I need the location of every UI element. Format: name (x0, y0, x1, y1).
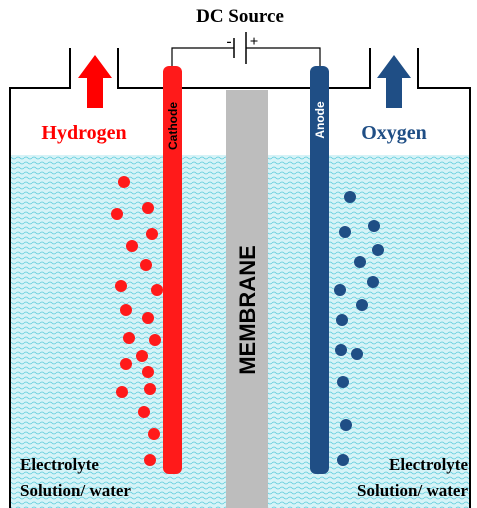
electrolyte-label: Electrolyte (389, 455, 468, 474)
positive-label: + (250, 34, 259, 50)
cathode (163, 66, 182, 474)
oxygen-bubbles (334, 191, 384, 466)
electrolyte-label: Solution/ water (20, 481, 131, 500)
anode (310, 66, 329, 474)
electrolyte-label: Electrolyte (20, 455, 99, 474)
membrane-label: MEMBRANE (235, 245, 260, 375)
anode-label: Anode (313, 101, 327, 139)
oxygen-arrow (377, 55, 411, 108)
oxygen-label: Oxygen (361, 122, 427, 144)
hydrogen-arrow (78, 55, 112, 108)
negative-label: - (227, 34, 232, 50)
cathode-label: Cathode (166, 102, 180, 150)
hydrogen-bubbles (111, 176, 163, 466)
container (9, 48, 471, 508)
wire (171, 47, 321, 67)
dc-source-label: DC Source (196, 6, 284, 27)
hydrogen-label: Hydrogen (41, 122, 126, 144)
electrolyte-label: Solution/ water (357, 481, 468, 500)
membrane (226, 90, 268, 508)
